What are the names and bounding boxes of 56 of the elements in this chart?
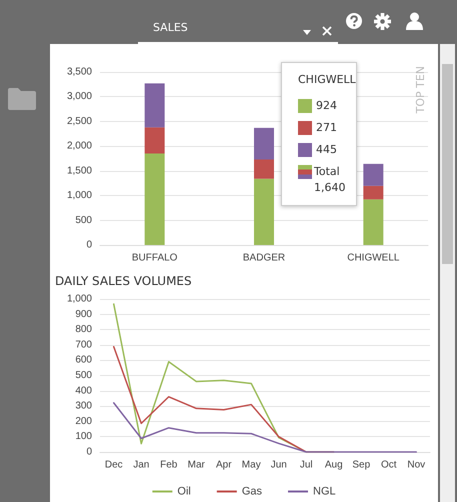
- y-tick-label: 900: [75, 308, 92, 320]
- bar: [254, 128, 274, 160]
- y-tick-label: 3,500: [66, 66, 92, 78]
- y-tick-label: 0: [86, 240, 92, 250]
- x-tick-label: Aug: [324, 460, 343, 470]
- y-tick-label: 800: [75, 324, 92, 336]
- bar: [144, 154, 165, 245]
- y-tick-label: 1,000: [66, 190, 92, 202]
- bar: [144, 127, 165, 154]
- annotation: 445: [316, 143, 337, 156]
- x-tick-label: Jun: [270, 460, 287, 470]
- y-tick-label: 3,000: [66, 91, 92, 102]
- x-tick-label: CHIGWELL: [347, 252, 400, 264]
- y-tick-label: 1,500: [66, 165, 92, 176]
- y-tick-label: 100: [75, 431, 92, 442]
- y-tick-label: 400: [75, 385, 92, 396]
- legend-label: Oil: [177, 486, 191, 498]
- x-tick-label: Apr: [216, 460, 232, 470]
- annotation: 1,640: [314, 181, 346, 194]
- bar: [363, 199, 384, 245]
- x-tick-label: Nov: [407, 460, 426, 470]
- line-series: [113, 402, 417, 453]
- y-tick-label: 700: [75, 339, 92, 350]
- annotation: CHIGWELL: [298, 73, 356, 86]
- legend-label: NGL: [313, 486, 336, 498]
- annotation: 271: [316, 121, 337, 134]
- x-tick-label: May: [242, 460, 261, 470]
- y-tick-label: 1,000: [66, 294, 92, 304]
- annotation: TOP TEN: [414, 66, 427, 114]
- x-tick-label: Dec: [104, 460, 123, 470]
- x-tick-label: Mar: [188, 460, 206, 470]
- y-tick-label: 500: [75, 214, 92, 226]
- annotation: Total: [314, 165, 340, 178]
- bar: [254, 159, 274, 179]
- y-tick-label: 2,000: [66, 140, 92, 152]
- x-tick-label: Oct: [380, 460, 397, 470]
- bar: [144, 83, 165, 128]
- x-tick-label: Feb: [160, 460, 178, 470]
- y-tick-label: 2,500: [66, 116, 92, 127]
- y-tick-label: 200: [75, 416, 92, 427]
- y-tick-label: 300: [75, 400, 92, 412]
- legend-label: Gas: [242, 486, 262, 498]
- bar: [363, 164, 384, 186]
- annotation: 924: [316, 99, 337, 112]
- y-tick-label: 600: [75, 354, 92, 366]
- x-tick-label: Jan: [133, 460, 150, 470]
- bar: [363, 186, 384, 200]
- x-tick-label: BADGER: [242, 252, 286, 264]
- x-tick-label: Sep: [352, 460, 371, 470]
- y-tick-label: 0: [86, 446, 92, 458]
- x-tick-label: BUFFALO: [132, 252, 178, 264]
- y-tick-label: 500: [75, 370, 92, 381]
- bar: [254, 178, 274, 245]
- chart-title: DAILY SALES VOLUMES: [55, 274, 192, 288]
- text: SALES: [138, 16, 338, 44]
- x-tick-label: Jul: [300, 460, 313, 470]
